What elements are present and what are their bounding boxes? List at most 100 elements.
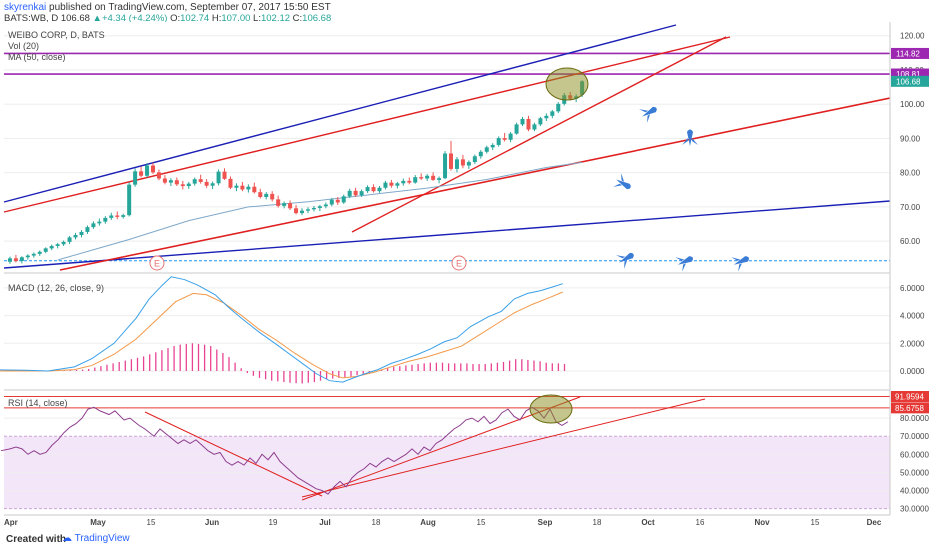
trendlines	[3, 24, 891, 271]
earnings-marker-1[interactable]	[149, 255, 165, 271]
candle-body	[276, 199, 281, 206]
candle-body	[353, 190, 358, 196]
candle-body	[365, 187, 370, 192]
candle-body	[115, 215, 120, 217]
rsi-line	[0, 406, 569, 495]
time-axis-label: Jun	[205, 518, 219, 527]
candle-body	[288, 203, 293, 209]
rsi-trendline-up-long	[301, 398, 706, 498]
time-axis-label: Sep	[538, 518, 553, 527]
time-axis-label: 18	[372, 518, 381, 527]
candle-body	[294, 208, 299, 214]
candle-body	[258, 192, 263, 197]
price-tick-label: 60.00	[900, 237, 921, 246]
earnings-marker-2[interactable]	[451, 255, 467, 271]
macd-signal-line	[0, 291, 563, 379]
candle-body	[174, 180, 179, 185]
time-axis[interactable]: Apr May 15 Jun 19 Jul 18 Aug 15 Sep 18 Oct 16 Nov 15 De…	[4, 518, 882, 527]
price-tick-label: 80.00	[900, 169, 921, 178]
candle-body	[341, 196, 346, 203]
candle-body	[246, 186, 251, 190]
chart-svg[interactable]: E E WEIBO CORP, D, BATS Vo	[0, 22, 932, 530]
candle-body	[395, 183, 400, 186]
earnings-markers: E E	[149, 255, 467, 271]
price-badge-label: 108.81	[896, 70, 921, 79]
candle-body	[514, 124, 519, 134]
ma-legend: MA (50, close)	[8, 52, 66, 62]
candle-body	[300, 210, 304, 214]
earnings-marker-1-label: E	[154, 259, 160, 269]
candle-body	[222, 171, 227, 179]
trendline-red-steep	[351, 36, 727, 233]
time-axis-label: Dec	[867, 518, 882, 527]
candle-body	[472, 156, 477, 163]
price-axis[interactable]: 120.00110.00100.0090.0080.0070.0060.0011…	[891, 32, 929, 246]
cloud-icon: ☁	[62, 533, 72, 544]
time-axis-label: Oct	[641, 518, 655, 527]
rsi-pane[interactable]: RSI (14, close)	[0, 394, 890, 510]
candle-body	[133, 171, 138, 185]
candle-body	[425, 175, 430, 179]
macd-tick-label: 2.0000	[900, 339, 925, 348]
candle-body	[329, 199, 334, 205]
candle-body	[550, 111, 555, 116]
candle-body	[532, 124, 537, 130]
candle-body	[234, 185, 239, 188]
macd-tick-label: 0.0000	[900, 367, 925, 376]
candle-body	[67, 237, 72, 242]
rocket-icon	[682, 129, 698, 146]
rsi-trendline-down	[144, 411, 323, 497]
highlight-ellipse-rsi	[529, 394, 573, 424]
rsi-tick-label: 40.0000	[900, 486, 929, 495]
candle-body	[544, 115, 549, 119]
trendline-red-support	[59, 97, 891, 271]
candle-body	[7, 258, 12, 262]
price-badge-label: 114.82	[896, 49, 920, 58]
candle-body	[139, 171, 144, 176]
close-label: C:	[292, 13, 303, 24]
candle-body	[31, 253, 36, 256]
candle-body	[204, 181, 209, 186]
tradingview-brand: TradingView	[74, 533, 130, 544]
candle-body	[413, 177, 418, 183]
rsi-axis[interactable]: 80.0000 70.0000 60.0000 50.0000 40.0000 30.00…	[891, 390, 929, 514]
rsi-tick-label: 30.0000	[900, 505, 929, 514]
price-tick-label: 90.00	[900, 134, 921, 143]
open-label: O:	[170, 13, 181, 24]
macd-tick-label: 6.0000	[900, 284, 925, 293]
candle-body	[13, 258, 18, 262]
low-value: 102.12	[260, 13, 291, 24]
high-label: H:	[211, 13, 222, 24]
candle-body	[91, 223, 96, 228]
candle-body	[210, 183, 215, 186]
candle-body	[389, 182, 394, 186]
tradingview-logo[interactable]: ☁ TradingView	[62, 533, 130, 544]
candle-body	[460, 159, 465, 166]
macd-pane[interactable]: MACD (12, 26, close, 9)	[0, 276, 890, 384]
candle-body	[419, 177, 424, 179]
open-value: 102.74	[180, 13, 210, 24]
time-axis-label: 15	[477, 518, 486, 527]
candle-body	[264, 193, 269, 197]
time-axis-label: Nov	[754, 518, 770, 527]
candle-body	[401, 180, 406, 184]
price-pane[interactable]: E E WEIBO CORP, D, BATS Vo	[3, 22, 891, 272]
candle-body	[520, 118, 525, 125]
time-axis-label: 15	[147, 518, 156, 527]
candle-body	[311, 207, 316, 210]
publish-info: skyrenkai published on TradingView.com, …	[4, 2, 331, 13]
macd-axis[interactable]: 6.0000 4.0000 2.0000 0.0000	[900, 284, 925, 376]
author-link[interactable]: skyrenkai	[4, 2, 47, 13]
candle-body	[109, 215, 114, 218]
candle-body	[49, 245, 54, 249]
candle-body	[466, 162, 471, 166]
candle-body	[538, 118, 543, 125]
rsi-tick-label: 50.0000	[900, 468, 929, 477]
trendline-blue-upper	[3, 24, 677, 203]
candle-body	[145, 165, 150, 176]
rsi-badge-label: 85.6758	[895, 404, 924, 413]
time-axis-label: Jul	[319, 518, 331, 527]
candle-body	[454, 159, 459, 169]
last-price: 106.68	[60, 13, 90, 24]
price-badge	[891, 68, 929, 80]
